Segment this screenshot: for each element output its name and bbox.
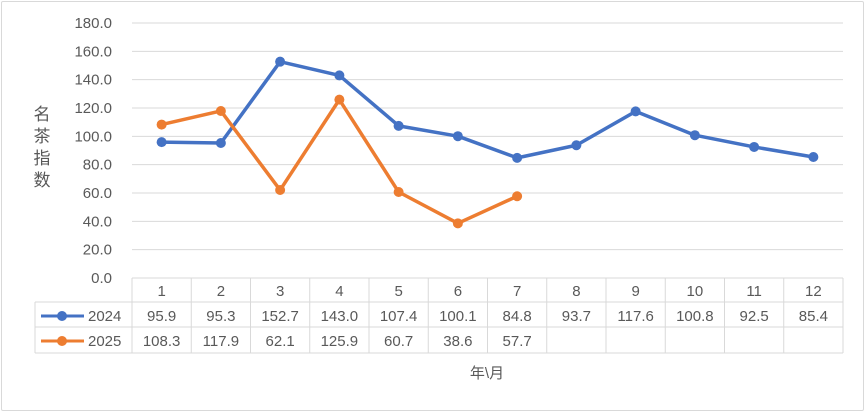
data-point-2024	[215, 137, 226, 148]
data-table-cell: 143.0	[321, 308, 359, 325]
x-tick-label: 7	[513, 283, 521, 300]
y-tick-label: 120.0	[74, 100, 112, 117]
data-point-2025	[156, 119, 167, 130]
data-point-2025	[512, 191, 523, 202]
data-table-cell: 152.7	[261, 308, 299, 325]
data-table-cell: 93.7	[562, 308, 591, 325]
legend-marker-2024	[57, 311, 67, 321]
data-table-cell: 95.3	[206, 308, 235, 325]
data-table-cell: 125.9	[321, 333, 359, 350]
data-point-2025	[452, 218, 463, 229]
legend-marker-2025	[57, 336, 67, 346]
x-tick-label: 1	[157, 283, 165, 300]
data-table-cell: 38.6	[443, 333, 472, 350]
x-tick-label: 6	[454, 283, 462, 300]
x-axis-label: 年\月	[470, 365, 504, 382]
data-point-2024	[689, 130, 700, 141]
data-table-cell: 84.8	[503, 308, 532, 325]
data-table-cell: 85.4	[799, 308, 828, 325]
data-point-2024	[512, 152, 523, 163]
data-table-cell: 100.1	[439, 308, 477, 325]
data-point-2024	[808, 152, 819, 163]
y-tick-label: 20.0	[83, 242, 112, 259]
data-point-2024	[571, 140, 582, 151]
legend-label: 2024	[88, 308, 121, 325]
data-point-2024	[334, 70, 345, 81]
data-point-2025	[215, 105, 226, 116]
data-table-cell: 117.9	[203, 333, 239, 350]
y-tick-label: 140.0	[74, 72, 112, 89]
x-tick-label: 10	[687, 283, 704, 300]
data-point-2024	[452, 131, 463, 142]
data-table-cell: 92.5	[740, 308, 769, 325]
data-table-cell: 108.3	[143, 333, 181, 350]
data-point-2025	[334, 94, 345, 105]
y-tick-label: 60.0	[83, 185, 112, 202]
data-point-2024	[393, 120, 404, 131]
data-table-cell: 60.7	[384, 333, 413, 350]
data-point-2024	[630, 106, 641, 117]
x-tick-label: 8	[572, 283, 580, 300]
y-tick-label: 0.0	[91, 270, 112, 287]
x-tick-label: 2	[217, 283, 225, 300]
y-tick-label: 80.0	[83, 157, 112, 174]
y-tick-label: 40.0	[83, 213, 112, 230]
x-tick-label: 5	[394, 283, 402, 300]
x-tick-label: 11	[746, 283, 762, 300]
data-table-cell: 57.7	[503, 333, 532, 350]
series-line-2025	[161, 97, 518, 226]
data-point-2025	[393, 187, 404, 198]
y-tick-label: 100.0	[74, 128, 112, 145]
data-table-cell: 117.6	[617, 308, 653, 325]
data-table-cell: 100.8	[676, 308, 714, 325]
x-tick-label: 9	[631, 283, 639, 300]
legend-label: 2025	[88, 333, 121, 350]
y-axis-label: 名茶指数	[33, 105, 51, 191]
y-tick-label: 180.0	[74, 15, 112, 32]
y-tick-label: 160.0	[74, 43, 112, 60]
data-point-2025	[275, 185, 286, 196]
x-tick-label: 4	[335, 283, 343, 300]
data-point-2024	[749, 141, 760, 152]
x-tick-label: 3	[276, 283, 284, 300]
series-line-2024	[161, 59, 814, 160]
data-table-cell: 62.1	[266, 333, 295, 350]
x-tick-label: 12	[805, 283, 822, 300]
data-table-cell: 107.4	[380, 308, 418, 325]
data-table-cell: 95.9	[147, 308, 176, 325]
data-point-2024	[156, 137, 167, 148]
data-point-2024	[275, 56, 286, 67]
